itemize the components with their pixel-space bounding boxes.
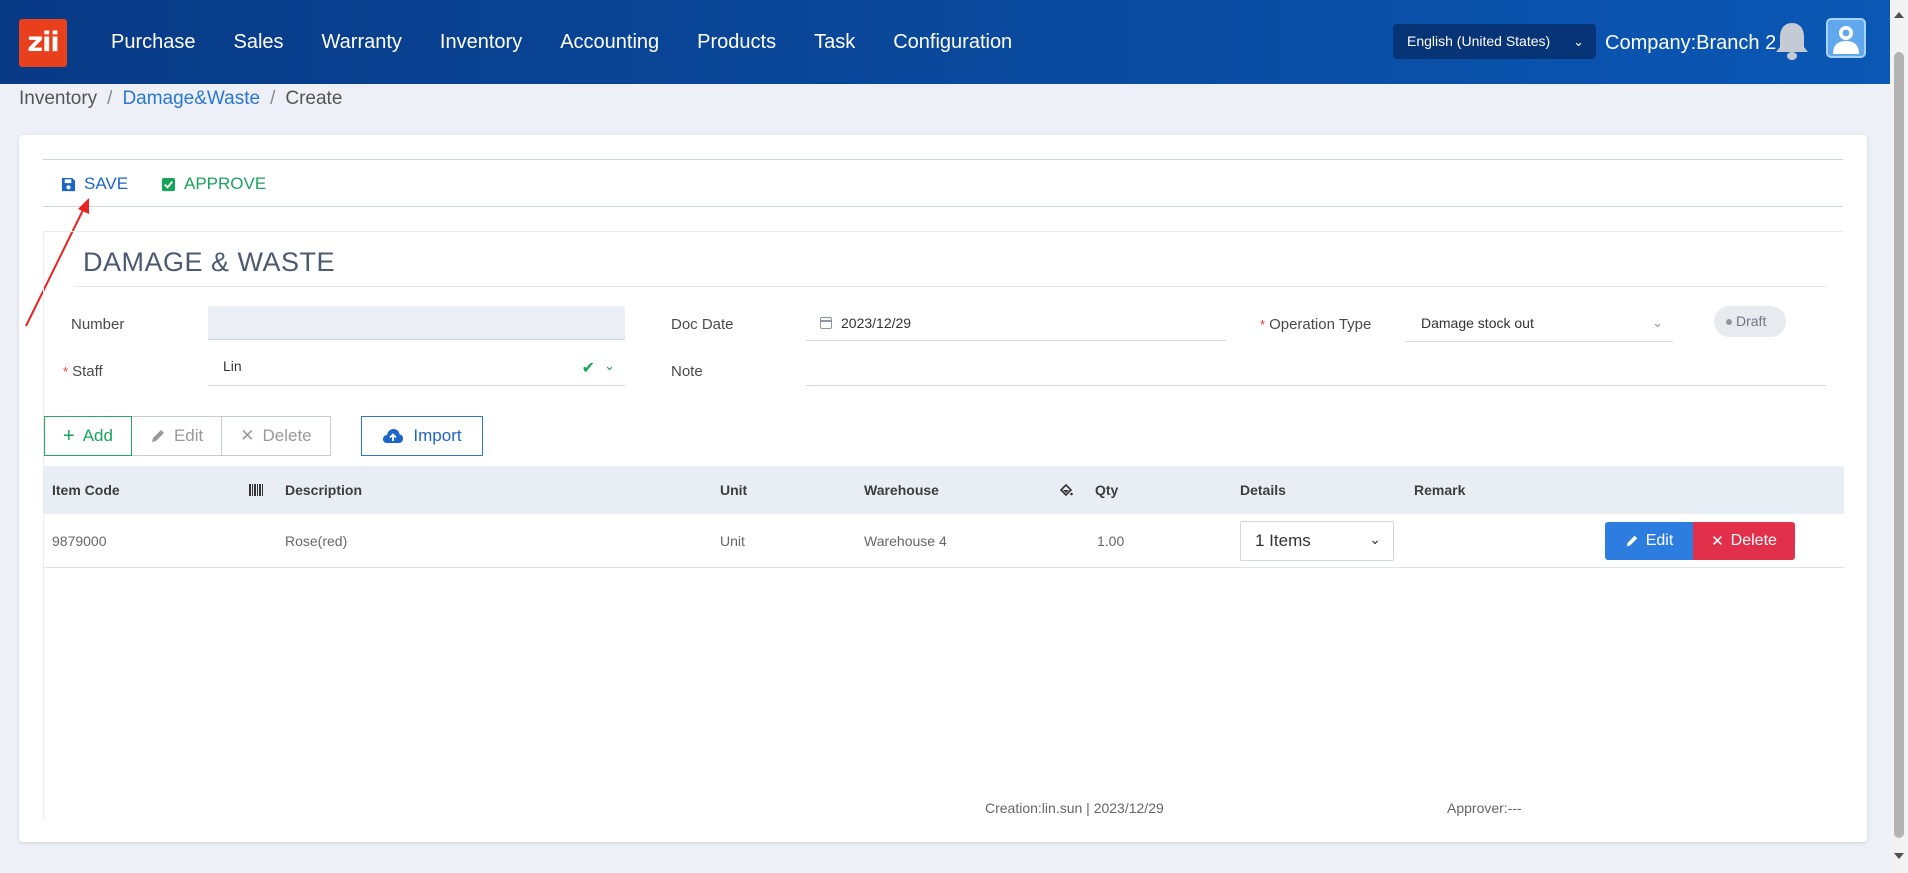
form-toolbar: SAVE APPROVE (43, 159, 1843, 207)
cloud-upload-icon (383, 429, 404, 443)
number-field[interactable] (208, 306, 625, 340)
details-select[interactable]: 1 Items ⌄ (1240, 521, 1394, 561)
col-item-code: Item Code (52, 482, 120, 498)
row-edit-label: Edit (1645, 532, 1674, 549)
language-select[interactable]: English (United States) ⌄ (1393, 24, 1596, 59)
pencil-icon (1626, 535, 1637, 547)
calendar-icon (820, 317, 832, 329)
approve-label: APPROVE (184, 174, 267, 193)
page-scrollbar[interactable] (1890, 0, 1908, 873)
top-navigation-bar: zii Purchase Sales Warranty Inventory Ac… (0, 0, 1890, 84)
company-label[interactable]: Company:Branch 2 (1605, 32, 1777, 54)
breadcrumb-inventory[interactable]: Inventory (19, 88, 98, 109)
bell-icon[interactable] (1773, 20, 1811, 62)
nav-sales[interactable]: Sales (233, 30, 284, 53)
chevron-down-icon: ⌄ (1573, 34, 1584, 49)
delete-label: Delete (262, 426, 312, 445)
nav-inventory[interactable]: Inventory (439, 30, 523, 53)
number-label: Number (71, 316, 125, 333)
nav-accounting[interactable]: Accounting (560, 30, 660, 53)
add-button[interactable]: + Add (44, 416, 132, 456)
staff-select[interactable]: Lin ✔ ⌄ (208, 348, 625, 386)
row-delete-button[interactable]: ✕ Delete (1693, 522, 1795, 560)
doc-date-value: 2023/12/29 (841, 315, 912, 331)
cell-unit: Unit (720, 533, 745, 549)
chevron-down-icon: ⌄ (1369, 531, 1381, 547)
operation-type-label: Operation Type (1260, 316, 1371, 333)
creation-info: Creation:lin.sun | 2023/12/29 (985, 800, 1164, 816)
col-remark: Remark (1414, 482, 1466, 498)
items-table: Item Code Description Unit Warehouse (44, 466, 1844, 568)
edit-label: Edit (173, 426, 204, 445)
title-divider (74, 286, 1826, 287)
grid-action-group: + Add Edit ✕ Delete (44, 416, 331, 456)
breadcrumb-create: Create (285, 88, 343, 109)
chevron-down-icon: ⌄ (604, 358, 615, 373)
note-field[interactable] (806, 348, 1826, 386)
col-qty: Qty (1095, 482, 1119, 498)
staff-label: Staff (63, 363, 103, 380)
page-title: DAMAGE & WASTE (83, 247, 336, 277)
close-icon: ✕ (240, 426, 255, 445)
col-description: Description (285, 482, 363, 498)
chevron-down-icon: ⌄ (1652, 315, 1663, 330)
nav-products[interactable]: Products (697, 30, 777, 53)
import-button[interactable]: Import (361, 416, 483, 456)
barcode-icon[interactable] (249, 466, 263, 514)
scrollbar-thumb[interactable] (1894, 52, 1904, 838)
paint-bucket-icon[interactable] (1059, 466, 1073, 514)
col-warehouse: Warehouse (864, 482, 939, 498)
note-label: Note (671, 363, 703, 380)
scroll-down-arrow-icon[interactable] (1894, 853, 1904, 859)
approver-info: Approver:--- (1447, 800, 1522, 816)
damage-waste-form: DAMAGE & WASTE Number Staff Lin ✔ ⌄ Doc … (43, 231, 1844, 821)
table-row[interactable]: 9879000 Rose(red) Unit Warehouse 4 1.00 … (44, 514, 1844, 568)
operation-type-value: Damage stock out (1421, 315, 1534, 331)
check-icon: ✔ (581, 360, 595, 377)
plus-icon: + (63, 425, 75, 447)
breadcrumb-separator: / (107, 88, 113, 109)
cell-warehouse: Warehouse 4 (864, 533, 947, 549)
nav-warranty[interactable]: Warranty (321, 30, 402, 53)
main-card: SAVE APPROVE DAMAGE & WASTE Number Staff… (19, 135, 1867, 842)
staff-value: Lin (223, 358, 242, 374)
save-button[interactable]: SAVE (61, 174, 128, 194)
user-avatar-icon[interactable] (1826, 18, 1866, 58)
doc-date-field[interactable]: 2023/12/29 (806, 307, 1226, 341)
pencil-icon (151, 430, 164, 442)
cell-item-code: 9879000 (52, 533, 107, 549)
edit-button[interactable]: Edit (130, 416, 223, 456)
delete-button[interactable]: ✕ Delete (221, 416, 331, 456)
add-label: Add (82, 426, 113, 445)
approve-button[interactable]: APPROVE (161, 174, 266, 194)
details-value: 1 Items (1255, 531, 1311, 550)
floppy-disk-icon (61, 177, 76, 191)
row-delete-label: Delete (1730, 532, 1777, 549)
breadcrumb: Inventory / Damage&Waste / Create (19, 88, 342, 110)
nav-configuration[interactable]: Configuration (893, 30, 1013, 53)
nav-purchase[interactable]: Purchase (111, 30, 196, 53)
close-icon: ✕ (1711, 533, 1724, 550)
doc-date-label: Doc Date (671, 316, 734, 333)
col-details: Details (1240, 482, 1286, 498)
table-header: Item Code Description Unit Warehouse (44, 466, 1844, 514)
import-label: Import (413, 426, 462, 445)
app-logo[interactable]: zii (19, 19, 67, 67)
breadcrumb-damage-waste[interactable]: Damage&Waste (122, 88, 261, 109)
cell-qty: 1.00 (1097, 533, 1125, 549)
save-label: SAVE (84, 174, 129, 193)
status-badge: Draft (1714, 306, 1786, 337)
nav-task[interactable]: Task (814, 30, 856, 53)
row-edit-button[interactable]: Edit (1605, 522, 1693, 560)
col-unit: Unit (720, 482, 748, 498)
cell-description: Rose(red) (285, 533, 348, 549)
language-select-value: English (United States) (1407, 33, 1551, 49)
breadcrumb-separator: / (270, 88, 276, 109)
scroll-up-arrow-icon[interactable] (1894, 12, 1904, 18)
checkbox-icon (161, 177, 176, 191)
main-nav: Purchase Sales Warranty Inventory Accoun… (92, 0, 1031, 84)
operation-type-select[interactable]: Damage stock out ⌄ (1406, 306, 1673, 342)
